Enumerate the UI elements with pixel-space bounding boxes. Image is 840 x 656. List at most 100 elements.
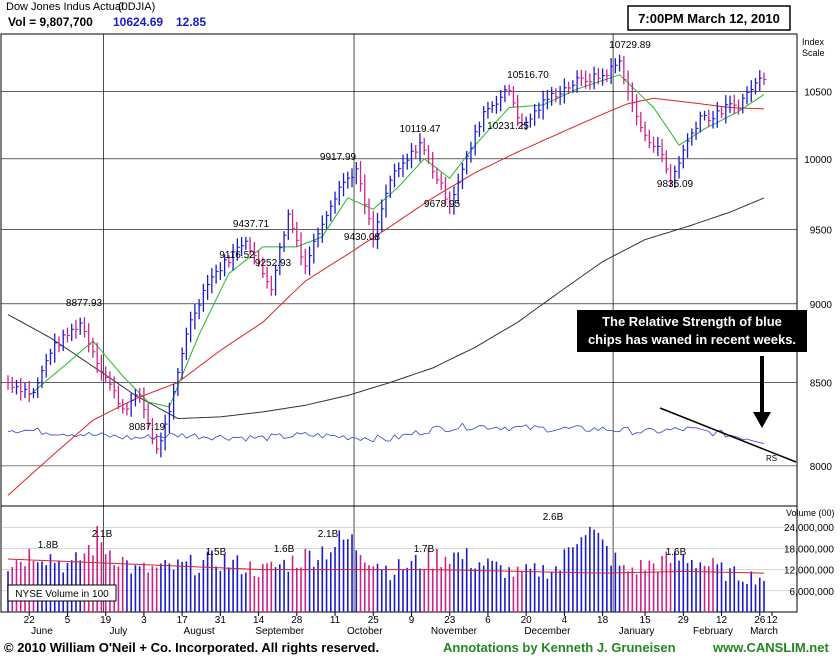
x-month-label: March (750, 626, 778, 637)
footer-copyright: © 2010 William O'Neil + Co. Incorporated… (4, 640, 379, 655)
timestamp: 7:00PM March 12, 2010 (638, 11, 780, 26)
price-tick-label: 8500 (810, 378, 833, 389)
volume-axis: Volume (00) 6,000,000 12,000,000 18,000,000… (784, 508, 835, 598)
price-annotation: 9917.99 (320, 152, 357, 163)
volume-bars (7, 525, 765, 612)
volume-annotation: 2.1B (318, 529, 339, 540)
moving-averages (7, 74, 765, 496)
volume-annotation: 1.5B (206, 547, 227, 558)
price-annotation: 8877.93 (66, 298, 103, 309)
price-annotation: 9252.93 (255, 258, 292, 269)
x-day-label: 31 (215, 615, 227, 626)
x-day-label: 18 (597, 615, 609, 626)
price-bars (7, 54, 767, 458)
x-month-label: September (255, 626, 305, 637)
chart-title: Dow Jones Indus Actual (6, 1, 123, 13)
rs-label: RS (766, 454, 777, 463)
volume-annotation: 1.6B (666, 547, 687, 558)
price-axis-label: Scale (802, 48, 825, 58)
last-price: 10624.69 (113, 15, 163, 29)
x-day-label: 28 (291, 615, 303, 626)
price-annotation: 9116.52 (219, 250, 255, 261)
x-month-label: November (431, 626, 478, 637)
x-month-label: July (110, 626, 128, 637)
rs-trendline (659, 407, 797, 463)
price-annotation: 9437.71 (233, 219, 270, 230)
x-day-label: 9 (409, 615, 415, 626)
volume-ma-line (7, 558, 765, 574)
annotation-arrow-head (753, 412, 771, 428)
volume-moving-average (7, 558, 765, 574)
long-moving-average-line (7, 197, 765, 420)
x-day-label: 19 (100, 615, 112, 626)
volume-tick-label: 6,000,000 (790, 587, 835, 598)
x-day-label: 26 (754, 615, 766, 626)
x-day-label: 29 (678, 615, 690, 626)
volume-axis-label: Volume (00) (786, 508, 835, 518)
price-annotation: 10729.89 (609, 40, 651, 51)
price-annotation: 9430.08 (344, 232, 381, 243)
x-day-label: 25 (368, 615, 380, 626)
price-tick-label: 10000 (804, 155, 832, 166)
price-tick-label: 9000 (810, 300, 833, 311)
price-annotation: 10231.25 (487, 121, 529, 132)
medium-moving-average-line (7, 97, 765, 496)
rs-line-group: RS (7, 422, 777, 463)
x-day-label: 3 (141, 615, 147, 626)
price-tick-label: 8000 (810, 462, 833, 473)
timestamp-box (627, 5, 791, 31)
x-day-label: 20 (521, 615, 533, 626)
x-day-label: 23 (444, 615, 456, 626)
price-annotation: 10119.47 (400, 124, 441, 135)
x-axis: 22 5 19 3 17 31 14 28 11 25 9 23 6 20 4 18 15 29 12 26 12Jun… (24, 612, 778, 637)
volume-annotations: 1.8B 2.1B 1.5B 1.6B 2.1B 1.7B 2.6B 1.6B (38, 512, 687, 558)
price-axis-label: Index (802, 37, 825, 47)
x-day-label: 17 (177, 615, 189, 626)
price-annotation: 9678.95 (424, 199, 461, 210)
volume-tick-label: 24,000,000 (784, 523, 834, 534)
grid (1, 34, 797, 612)
x-day-label: 4 (562, 615, 568, 626)
volume-tick-label: 18,000,000 (784, 544, 834, 555)
volume-annotation: 2.6B (543, 512, 564, 523)
x-month-label: January (619, 626, 655, 637)
x-month-label: February (693, 626, 733, 637)
volume-label: NYSE Volume in 100 (15, 589, 109, 600)
annotation-box (577, 310, 807, 352)
x-month-label: December (524, 626, 571, 637)
volume-label-box (7, 584, 117, 602)
price-annotation: 9835.09 (657, 179, 694, 190)
short-moving-average-line (28, 74, 765, 408)
volume-readout: Vol = 9,807,700 (8, 15, 93, 29)
chart-symbol: (0DJIA) (118, 1, 155, 13)
rs-line (7, 422, 765, 444)
x-day-label: 12 (766, 615, 778, 626)
volume-annotation: 1.7B (414, 544, 435, 555)
price-tick-label: 10500 (804, 88, 832, 99)
price-panel-frame (0, 33, 798, 507)
volume-annotation: 1.8B (38, 540, 59, 551)
x-day-label: 14 (253, 615, 265, 626)
x-day-label: 12 (716, 615, 728, 626)
x-day-label: 15 (640, 615, 652, 626)
x-day-label: 5 (65, 615, 71, 626)
x-month-label: October (347, 626, 383, 637)
annotation-line-1: The Relative Strength of blue (602, 314, 782, 329)
volume-annotation: 1.6B (274, 544, 295, 555)
annotation-line-2: chips has waned in recent weeks. (588, 332, 796, 347)
footer-annotations: Annotations by Kenneth J. Gruneisen (443, 640, 676, 655)
x-day-label: 6 (485, 615, 491, 626)
volume-tick-label: 12,000,000 (784, 566, 834, 577)
x-day-label: 22 (24, 615, 36, 626)
footer-site[interactable]: www.CANSLIM.net (712, 640, 829, 655)
x-day-label: 11 (330, 615, 341, 626)
price-annotation: 8087.19 (129, 422, 166, 433)
price-annotation: 10516.70 (507, 70, 549, 81)
x-month-label: June (31, 626, 53, 637)
price-change: 12.85 (176, 15, 206, 29)
price-tick-label: 9500 (810, 225, 833, 236)
